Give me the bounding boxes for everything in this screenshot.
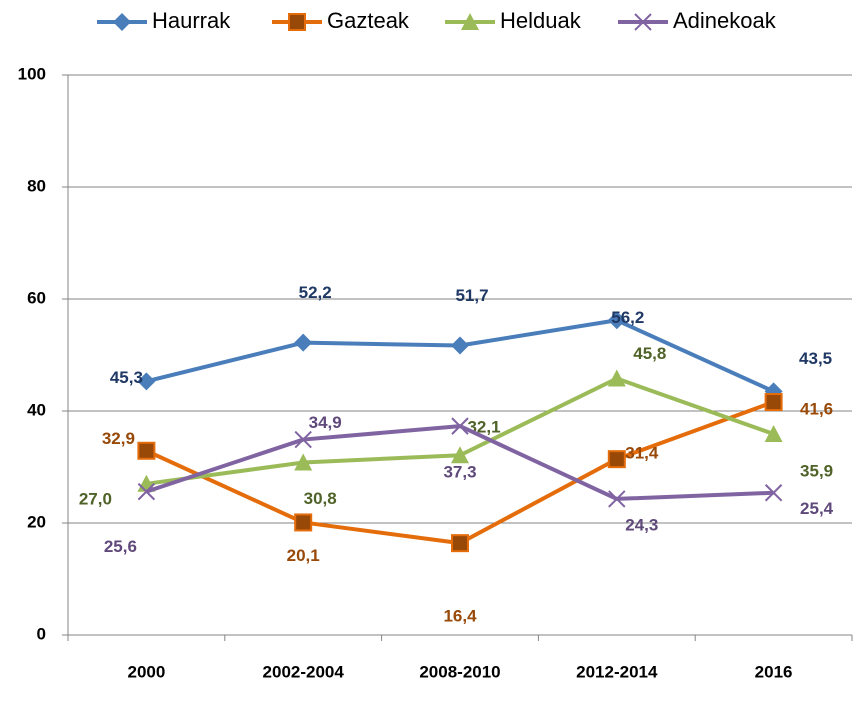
x-tick-label: 2016: [755, 662, 793, 681]
series: [137, 369, 783, 492]
data-label: 43,5: [799, 349, 832, 368]
series: [137, 417, 783, 508]
series: [137, 311, 783, 401]
marker: [451, 446, 469, 464]
data-label: 25,4: [800, 499, 834, 518]
marker: [608, 490, 626, 508]
data-label: 56,2: [611, 308, 644, 327]
marker: [461, 13, 479, 30]
marker: [294, 453, 313, 471]
data-label: 25,6: [104, 537, 137, 556]
data-label: 41,6: [800, 400, 833, 419]
legend-label: Adinekoak: [673, 8, 777, 33]
data-label: 31,4: [625, 444, 659, 463]
series: [137, 393, 783, 553]
data-label: 52,2: [299, 283, 332, 302]
line: [145, 318, 775, 394]
marker: [137, 441, 156, 460]
marker: [607, 450, 626, 469]
marker: [451, 336, 469, 355]
data-label: 24,3: [625, 515, 658, 534]
legend-label: Haurrak: [152, 8, 231, 33]
marker: [294, 430, 312, 449]
data-label: 35,9: [800, 461, 833, 480]
marker: [451, 534, 469, 553]
data-label: 37,3: [443, 463, 476, 482]
y-tick-label: 60: [27, 288, 46, 307]
y-tick-label: 80: [27, 176, 46, 195]
y-tick-label: 40: [27, 400, 46, 419]
data-label: 27,0: [79, 489, 112, 508]
marker: [764, 484, 783, 502]
data-label: 51,7: [455, 286, 488, 305]
x-tick-label: 2002-2004: [263, 662, 345, 681]
marker: [113, 13, 131, 31]
y-tick-label: 0: [37, 624, 46, 643]
marker: [634, 13, 652, 31]
x-tick-label: 2008-2010: [419, 662, 500, 681]
legend-label: Helduak: [500, 8, 582, 33]
marker: [294, 513, 313, 532]
marker: [607, 311, 626, 330]
marker: [764, 393, 783, 412]
x-tick-label: 2000: [127, 662, 165, 681]
marker: [607, 369, 626, 387]
data-label: 16,4: [443, 607, 477, 626]
x-tick-label: 2012-2014: [576, 662, 658, 681]
y-tick-label: 100: [18, 64, 46, 83]
legend-label: Gazteak: [327, 8, 410, 33]
data-label: 30,8: [304, 489, 337, 508]
y-tick-label: 20: [27, 512, 46, 531]
marker: [764, 424, 783, 442]
data-label: 45,8: [633, 344, 666, 363]
marker: [294, 333, 313, 352]
marker: [288, 13, 306, 31]
marker: [451, 417, 469, 435]
marker: [137, 372, 156, 391]
marker: [137, 482, 156, 501]
data-label: 20,1: [287, 546, 320, 565]
data-label: 45,3: [110, 368, 143, 387]
data-label: 32,9: [102, 429, 135, 448]
data-label: 34,9: [309, 413, 342, 432]
